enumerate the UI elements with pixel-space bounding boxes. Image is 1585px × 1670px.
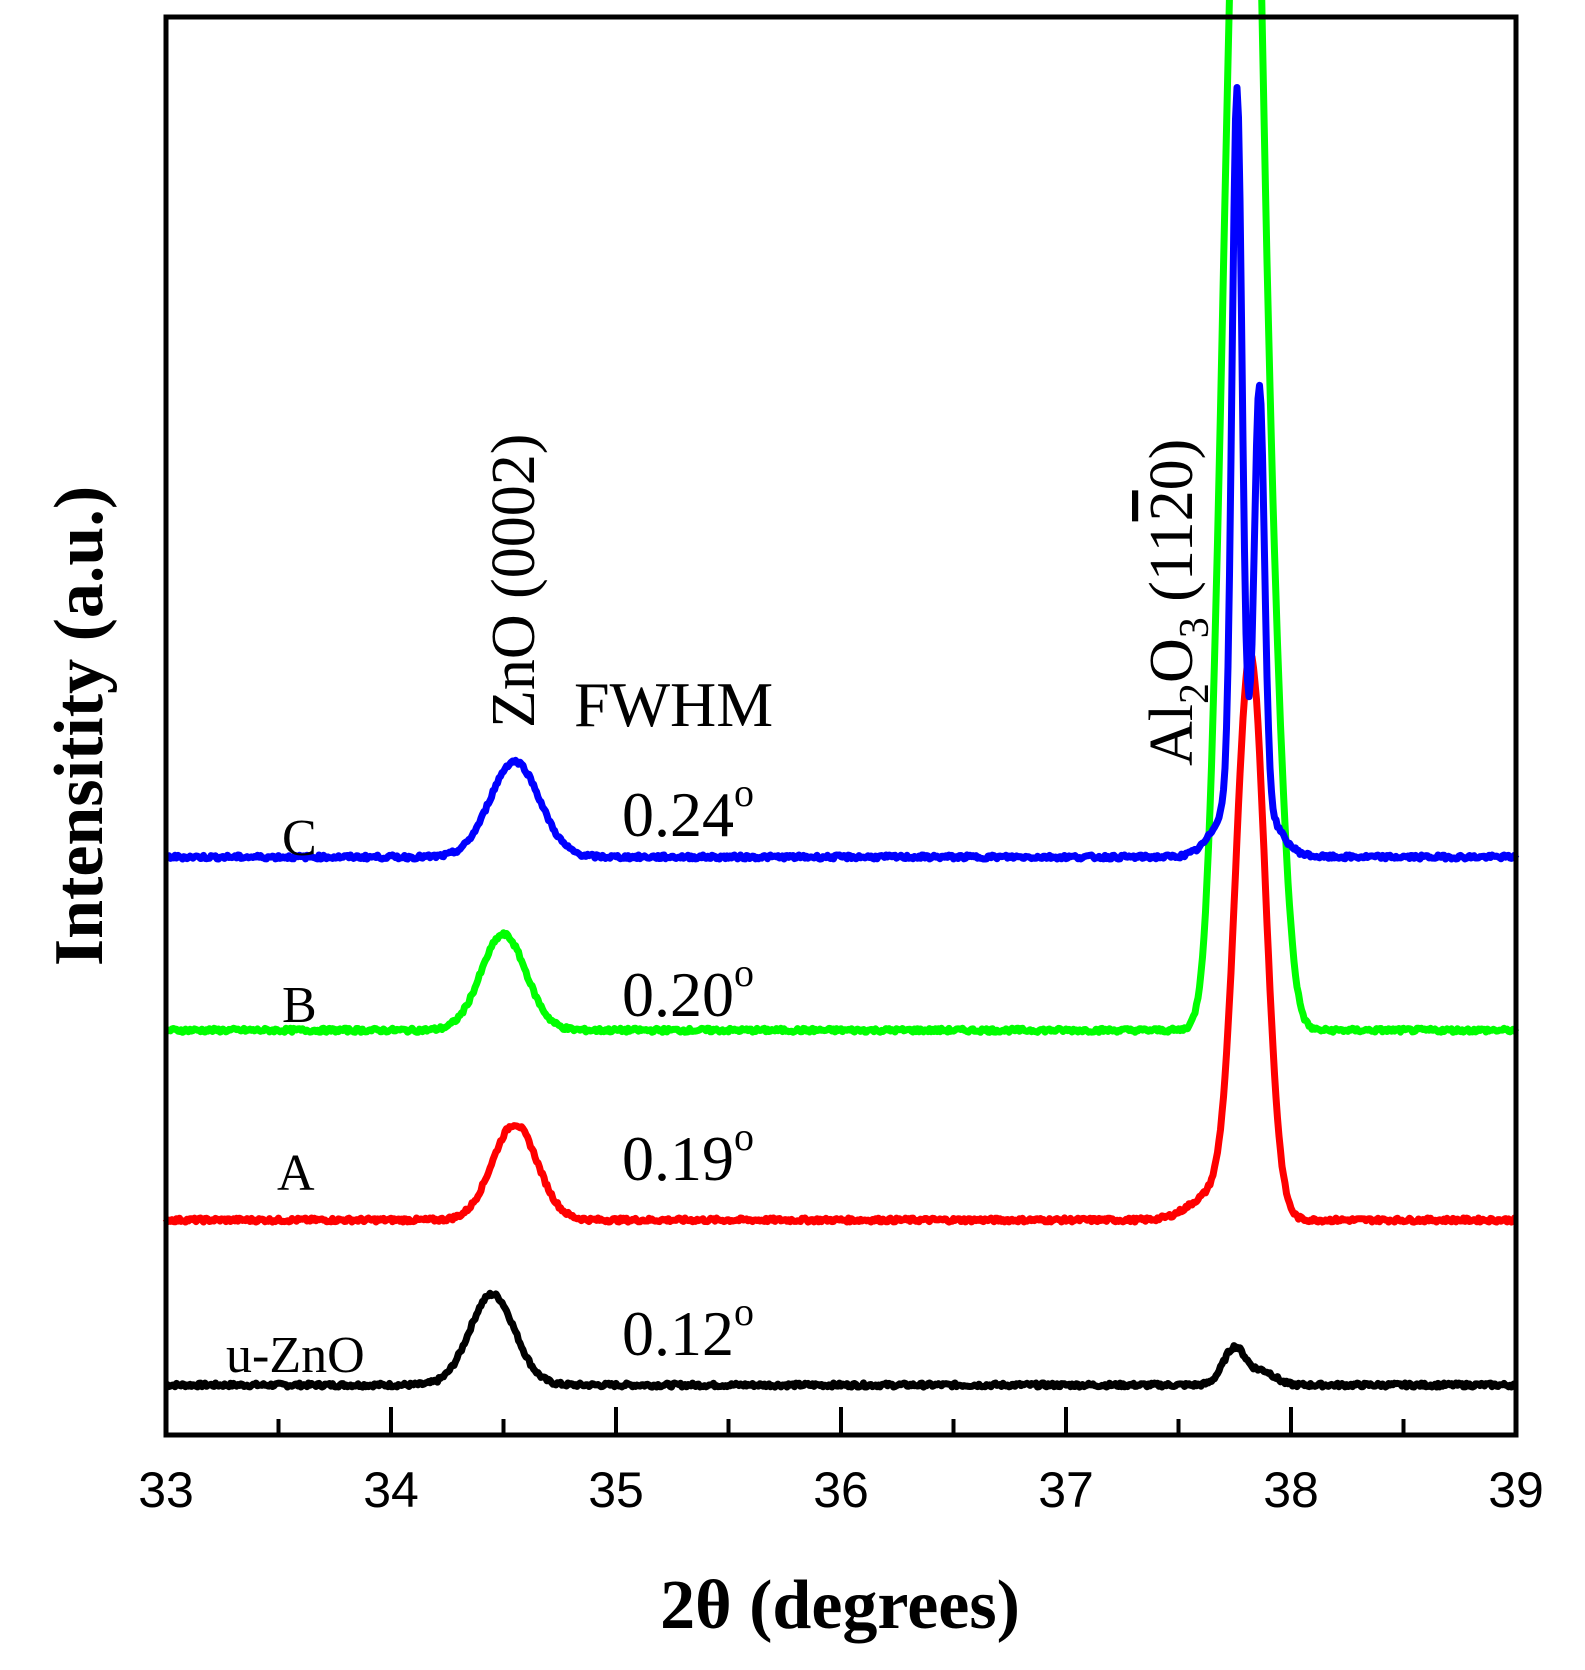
fwhm-value-c: 0.24o: [622, 770, 754, 850]
al2o3-peak-annotation: Al2O3 (1120): [1138, 439, 1218, 766]
series-label-u-zno: u-ZnO: [226, 1327, 365, 1384]
x-tick-label: 34: [363, 1462, 419, 1518]
al2o3-sub2: 3: [1172, 617, 1218, 638]
series-label-c: C: [282, 810, 317, 867]
series-line-c: [163, 84, 1520, 863]
fwhm-c-num: 0.24: [622, 779, 734, 850]
fwhm-b-degree: o: [734, 950, 754, 995]
zno-peak-annotation: ZnO (0002): [480, 434, 548, 728]
x-tick-label: 33: [138, 1462, 194, 1518]
fwhm-b-num: 0.20: [622, 959, 734, 1030]
series-line-b: [163, 0, 1520, 1036]
fwhm-a-num: 0.19: [622, 1123, 734, 1194]
x-tick-label: 36: [813, 1462, 869, 1518]
x-axis-title: 2θ (degrees): [660, 1567, 1020, 1644]
series-label-a: A: [277, 1145, 315, 1202]
fwhm-value-u-zno: 0.12o: [622, 1289, 754, 1369]
series-line-u-zno: [164, 1289, 1518, 1391]
y-axis-title: Intensitity (a.u.): [41, 486, 118, 966]
fwhm-header: FWHM: [574, 669, 773, 740]
series-line-a: [162, 650, 1519, 1226]
series-label-b: B: [282, 977, 317, 1034]
al2o3-bar-digit: 2: [1138, 490, 1206, 521]
x-axis: 33 34 35 36 37 38 39: [138, 1407, 1544, 1518]
fwhm-u-zno-num: 0.12: [622, 1298, 734, 1369]
x-tick-label: 38: [1263, 1462, 1319, 1518]
fwhm-value-a: 0.19o: [622, 1114, 754, 1194]
x-tick-label: 39: [1488, 1462, 1544, 1518]
al2o3-close: 0): [1138, 439, 1206, 491]
x-tick-label: 35: [588, 1462, 644, 1518]
al2o3-mid: O: [1138, 638, 1206, 683]
x-tick-label: 37: [1038, 1462, 1094, 1518]
fwhm-value-b: 0.20o: [622, 950, 754, 1030]
al2o3-open: (11: [1138, 521, 1206, 617]
fwhm-u-zno-degree: o: [734, 1289, 754, 1334]
al2o3-sub1: 2: [1172, 683, 1218, 704]
fwhm-c-degree: o: [734, 770, 754, 815]
fwhm-a-degree: o: [734, 1114, 754, 1159]
al2o3-prefix: Al: [1138, 704, 1206, 766]
series-layer: [162, 0, 1520, 1391]
